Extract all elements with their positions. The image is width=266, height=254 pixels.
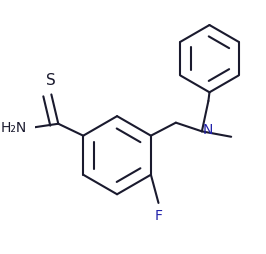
Text: H₂N: H₂N xyxy=(1,121,27,135)
Text: S: S xyxy=(47,72,56,88)
Text: N: N xyxy=(203,123,213,137)
Text: F: F xyxy=(155,209,163,223)
